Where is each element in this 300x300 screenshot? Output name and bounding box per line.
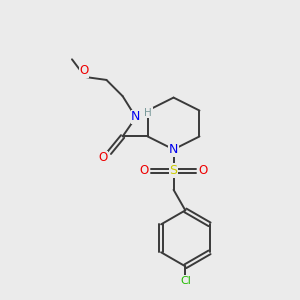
Text: Cl: Cl: [180, 276, 191, 286]
Text: N: N: [169, 143, 178, 156]
Text: N: N: [131, 110, 141, 123]
Text: O: O: [140, 164, 149, 177]
Text: O: O: [198, 164, 208, 177]
Text: S: S: [169, 164, 178, 177]
Text: O: O: [98, 152, 107, 164]
Text: O: O: [79, 64, 88, 77]
Text: H: H: [144, 108, 152, 118]
